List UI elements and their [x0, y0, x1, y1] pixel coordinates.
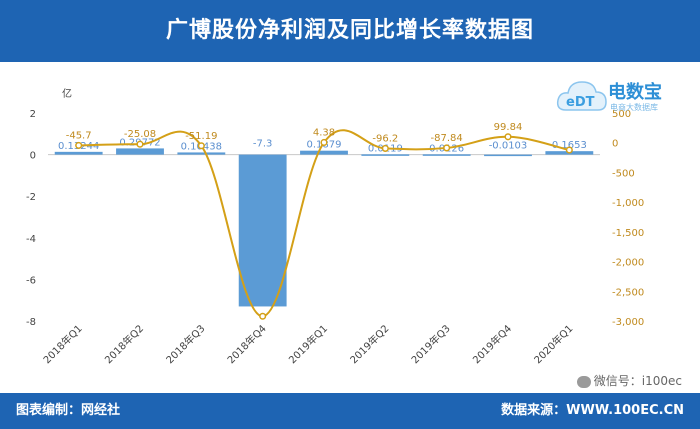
bar — [422, 154, 471, 156]
bar — [116, 148, 164, 155]
line-value-label: 99.84 — [494, 122, 523, 133]
line-value-label: -96.2 — [372, 133, 398, 144]
brand-logo: eDT 电数宝 电商大数据库 — [556, 72, 674, 120]
x-tick-label: 2019年Q2 — [347, 322, 391, 366]
x-tick-label: 2018年Q3 — [163, 322, 207, 366]
line-value-label: 4.38 — [313, 127, 335, 138]
y2-tick-label: -500 — [612, 168, 635, 179]
x-tick-label: 2018年Q2 — [102, 322, 146, 366]
bar — [361, 154, 410, 156]
line-point — [259, 312, 267, 320]
bar — [238, 154, 287, 307]
cloud-icon: eDT — [556, 81, 607, 111]
logo-letters: eDT — [566, 95, 595, 110]
line-value-label: -87.84 — [431, 133, 463, 144]
y-tick-label: -8 — [26, 317, 36, 328]
bar-value-label: 0.1653 — [552, 140, 587, 151]
bar-value-label: -7.3 — [253, 139, 273, 150]
line-point — [443, 144, 451, 152]
y2-tick-label: -2,500 — [612, 287, 644, 298]
x-tick-label: 2019年Q3 — [408, 322, 452, 366]
footer-source: 数据来源：WWW.100EC.CN — [501, 403, 684, 418]
logo-brand-name: 电数宝 — [608, 82, 662, 103]
y2-tick-label: -1,500 — [612, 228, 644, 239]
footer-bar: 图表编制：网经社 数据来源：WWW.100EC.CN — [0, 393, 700, 429]
bar — [484, 154, 532, 157]
line-point — [381, 144, 389, 152]
page-title: 广博股份净利润及同比增长率数据图 — [165, 18, 534, 43]
line-point — [565, 146, 573, 154]
growth-rate-line — [78, 129, 570, 318]
wechat-watermark: 微信号：i100ec — [576, 372, 682, 389]
bar-value-label: -0.0103 — [489, 141, 528, 152]
wechat-id: 微信号：i100ec — [593, 374, 682, 388]
y-tick-label: -6 — [26, 275, 36, 286]
bar — [54, 151, 103, 155]
y-axis-unit: 亿 — [62, 87, 72, 100]
bar — [300, 150, 348, 155]
y-tick-label: -4 — [26, 234, 36, 245]
logo-brand-subtitle: 电商大数据库 — [610, 103, 658, 112]
bar — [177, 152, 226, 155]
line-point — [320, 138, 328, 147]
chart-area: 亿 2 0 -2 -4 -6 -8 500 0 -500 -1,000 -1,500 -2,000 -2,… — [26, 87, 644, 366]
y2-tick-label: 0 — [612, 139, 618, 150]
y-tick-label: -2 — [26, 192, 36, 203]
line-value-label: -25.08 — [124, 129, 156, 140]
line-value-label: -45.7 — [66, 130, 92, 141]
y2-tick-label: -1,000 — [612, 198, 644, 209]
y2-tick-label: -3,000 — [612, 317, 644, 328]
x-tick-label: 2018年Q4 — [224, 322, 268, 366]
x-tick-label: 2019年Q1 — [286, 322, 330, 366]
line-point — [197, 142, 205, 150]
y-tick-label: 2 — [30, 109, 36, 120]
y-tick-label: 0 — [30, 151, 36, 162]
line-point — [136, 140, 144, 148]
y2-tick-label: 500 — [612, 109, 631, 120]
line-point — [75, 141, 83, 149]
x-tick-label: 2020年Q1 — [531, 322, 575, 366]
x-tick-label: 2018年Q1 — [40, 322, 84, 366]
line-value-label: -51.19 — [185, 131, 217, 142]
line-point — [504, 133, 512, 141]
wechat-icon — [576, 375, 591, 388]
footer-credit: 图表编制：网经社 — [16, 403, 121, 418]
title-banner — [0, 0, 700, 62]
x-tick-label: 2019年Q4 — [470, 322, 514, 366]
y2-tick-label: -2,000 — [612, 258, 644, 269]
